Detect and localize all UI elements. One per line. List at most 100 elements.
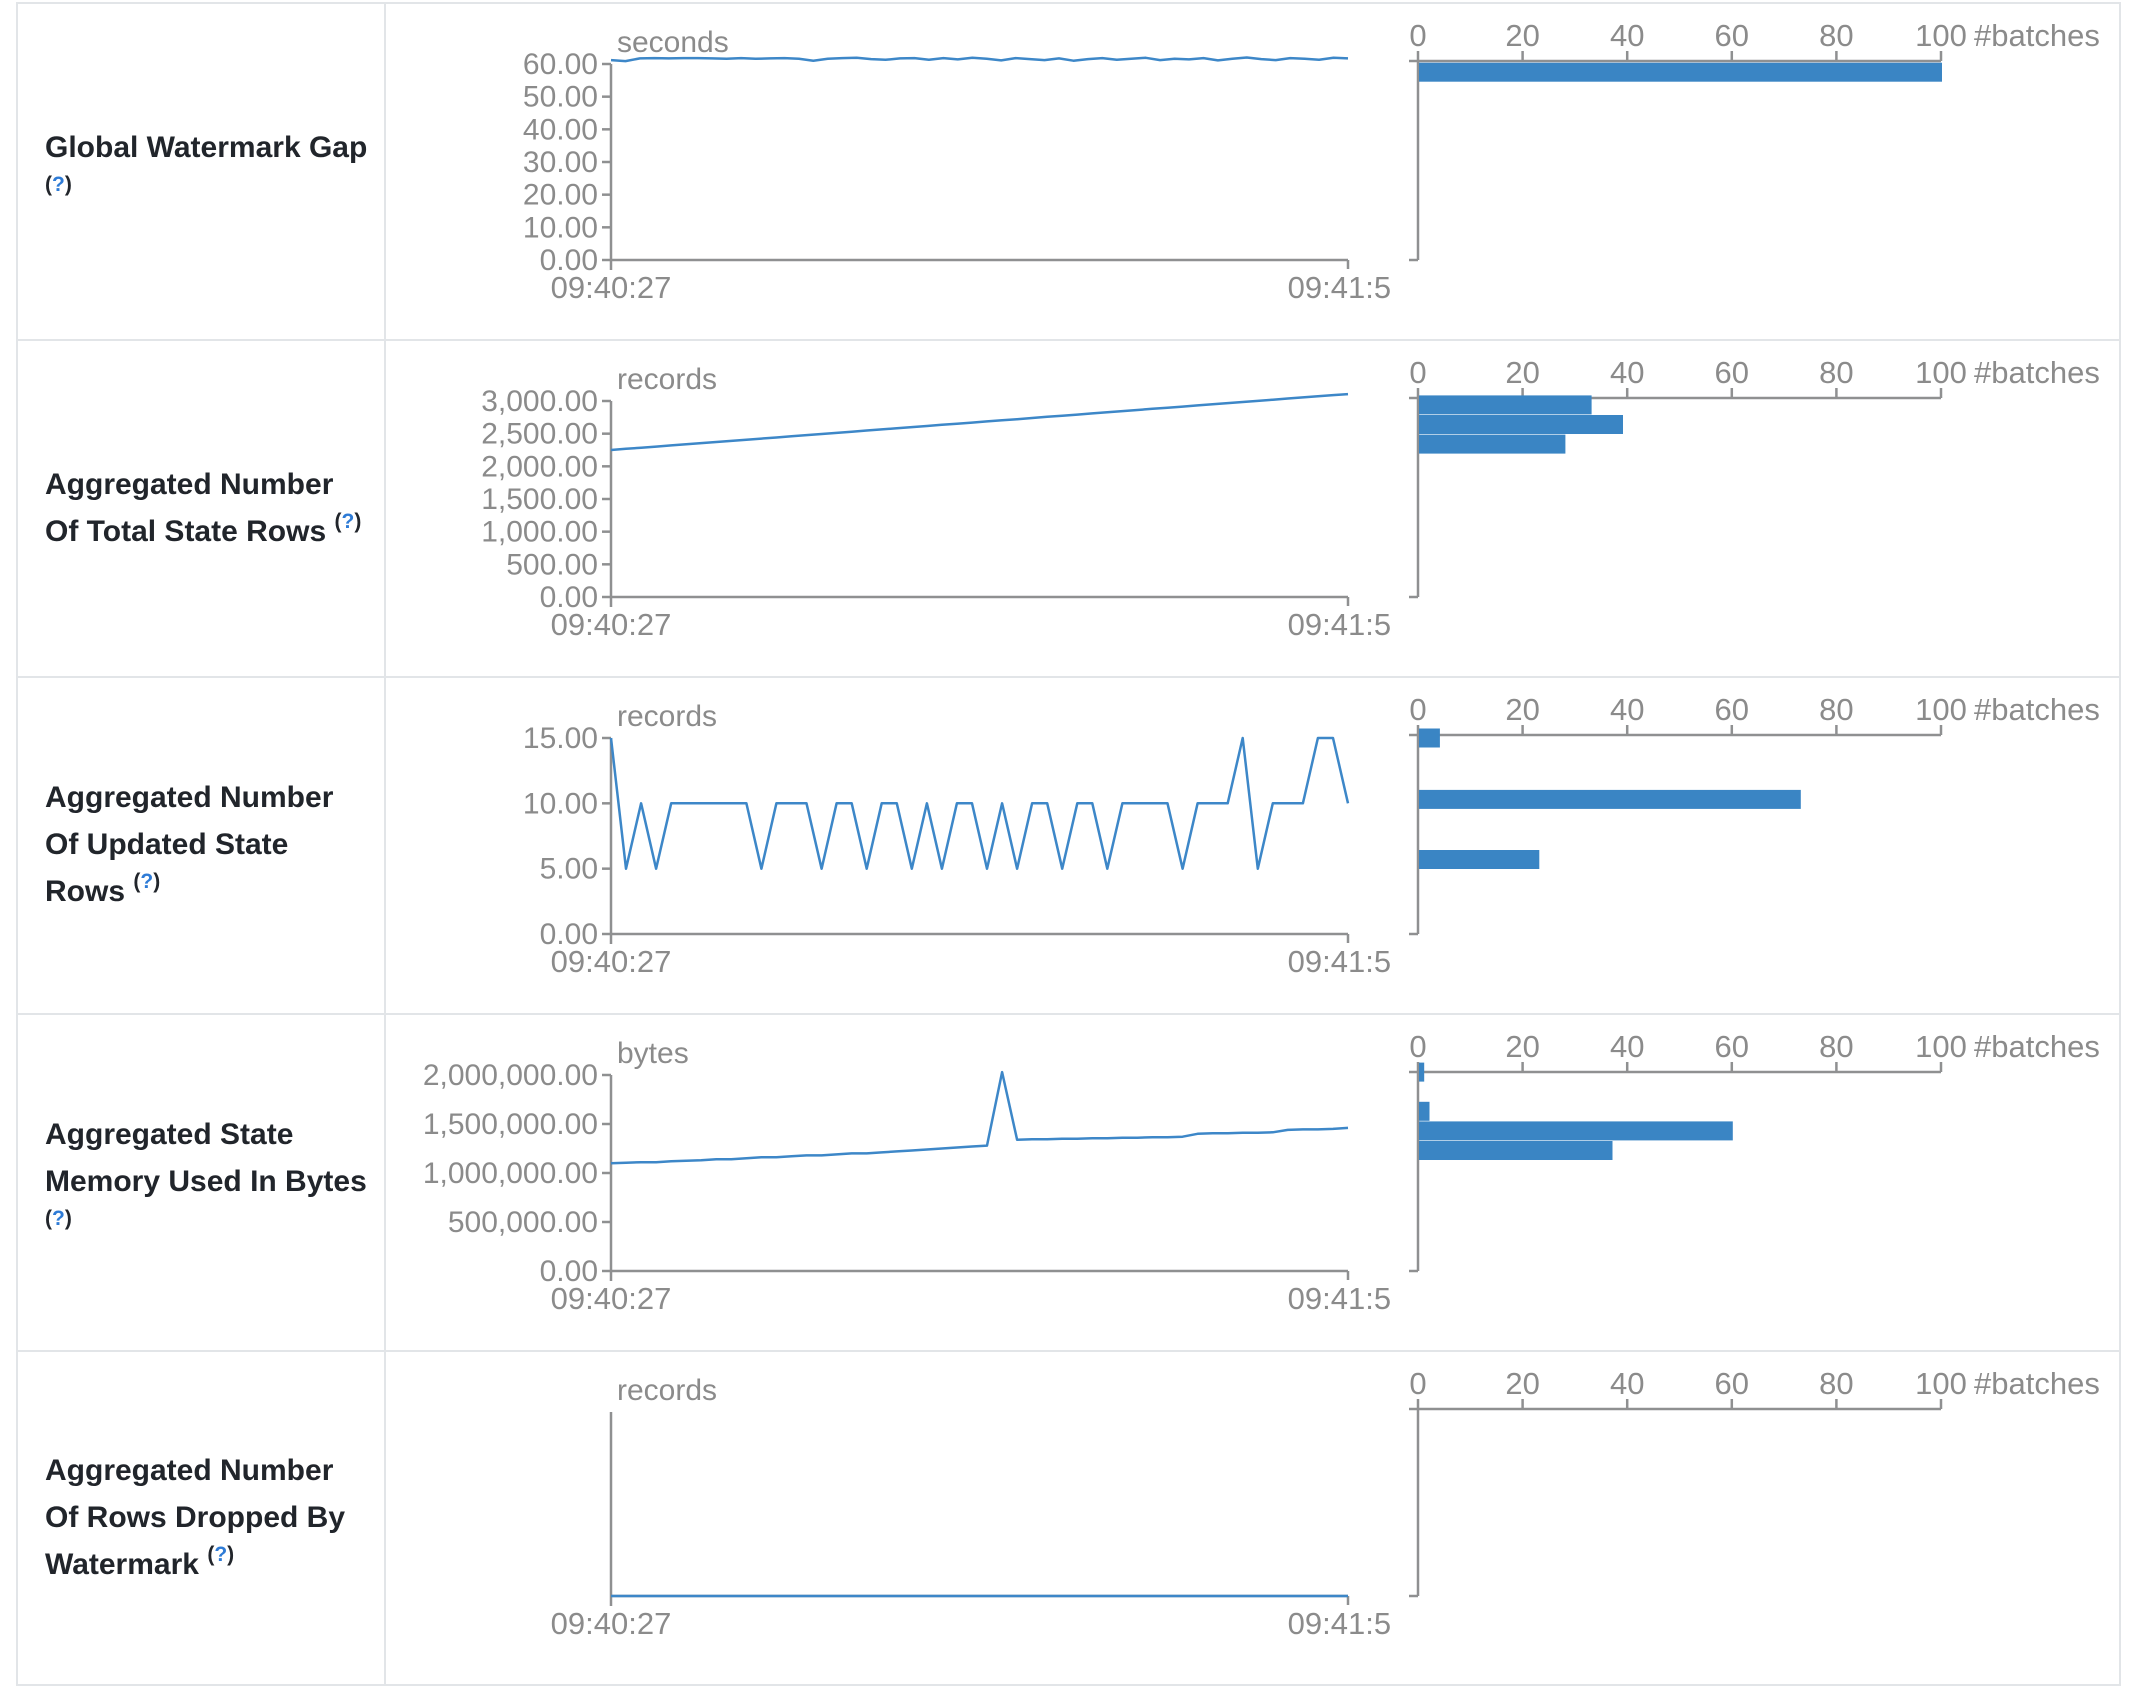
y-tick-label: 30.00 bbox=[523, 146, 598, 179]
hist-x-tick-label: 80 bbox=[1819, 355, 1853, 390]
histogram-chart: 0 20 40 60 80 100 #batches bbox=[1409, 692, 2100, 936]
histogram-bar bbox=[1419, 850, 1540, 869]
metric-row: Aggregated State Memory Used In Bytes (?… bbox=[0, 1013, 2132, 1350]
hist-x-tick-label: 100 bbox=[1915, 692, 1967, 727]
histogram-bar bbox=[1419, 395, 1592, 415]
y-tick-label: 40.00 bbox=[523, 113, 598, 146]
timeline-chart: records 09:40:27 09:41:56 bbox=[551, 1374, 1390, 1641]
row-divider bbox=[16, 676, 2121, 678]
histogram-bar bbox=[1419, 728, 1440, 748]
help-indicator: (?) bbox=[45, 1207, 72, 1230]
row-divider bbox=[16, 339, 2121, 341]
timeline-chart: bytes 2,000,000.00 1,500,000.00 1,000,000.0… bbox=[423, 1037, 1390, 1316]
x-end-label: 09:41:56 bbox=[1288, 944, 1390, 979]
x-end-label: 09:41:56 bbox=[1288, 1281, 1390, 1316]
help-indicator: (?) bbox=[207, 1542, 235, 1566]
y-tick-label: 0.00 bbox=[540, 244, 598, 277]
y-tick-label: 2,000.00 bbox=[481, 450, 598, 483]
y-tick-label: 3,000.00 bbox=[481, 385, 598, 418]
hist-x-tick-label: 60 bbox=[1715, 1366, 1749, 1401]
table-border-right bbox=[2119, 2, 2121, 1686]
hist-x-tick-label: 0 bbox=[1409, 692, 1426, 727]
histogram-chart: 0 20 40 60 80 100 #batches bbox=[1409, 355, 2100, 599]
help-tooltip-link[interactable]: ? bbox=[52, 1207, 65, 1230]
histogram-chart: 0 20 40 60 80 100 #batches bbox=[1409, 18, 2100, 262]
help-indicator: (?) bbox=[45, 172, 72, 196]
y-tick-label: 500,000.00 bbox=[448, 1206, 598, 1239]
unit-label: bytes bbox=[617, 1037, 689, 1070]
batches-axis-label: #batches bbox=[1974, 18, 2100, 53]
y-tick-label: 60.00 bbox=[523, 48, 598, 81]
unit-label: records bbox=[617, 700, 717, 733]
metric-name-label: Aggregated State Memory Used In Bytes (?… bbox=[45, 1111, 370, 1252]
metric-row: Global Watermark Gap (?) seconds 60.00 50.… bbox=[0, 2, 2132, 339]
row-divider bbox=[16, 1350, 2121, 1352]
histogram-bar bbox=[1419, 62, 1942, 82]
metric-label-cell: Aggregated Number Of Rows Dropped By Wat… bbox=[18, 1350, 384, 1684]
y-tick-label: 1,500,000.00 bbox=[423, 1108, 598, 1141]
hist-x-tick-label: 100 bbox=[1915, 18, 1967, 53]
timeline-line bbox=[609, 736, 1350, 870]
metric-label-cell: Aggregated State Memory Used In Bytes (?… bbox=[18, 1013, 384, 1350]
metric-name-label: Aggregated Number Of Rows Dropped By Wat… bbox=[45, 1447, 370, 1588]
metric-name: Aggregated State Memory Used In Bytes bbox=[45, 1118, 367, 1198]
x-end-label: 09:41:56 bbox=[1288, 270, 1390, 305]
x-start-label: 09:40:27 bbox=[551, 270, 672, 305]
metric-name-label: Global Watermark Gap (?) bbox=[45, 124, 370, 218]
hist-x-tick-label: 80 bbox=[1819, 1366, 1853, 1401]
table-border-bottom bbox=[16, 1684, 2121, 1686]
unit-label: records bbox=[617, 1374, 717, 1407]
hist-x-tick-label: 20 bbox=[1505, 692, 1539, 727]
histogram-bar bbox=[1419, 789, 1801, 809]
batches-axis-label: #batches bbox=[1974, 355, 2100, 390]
batches-axis-label: #batches bbox=[1974, 692, 2100, 727]
hist-x-tick-label: 60 bbox=[1715, 1029, 1749, 1064]
unit-label: seconds bbox=[617, 26, 729, 59]
help-tooltip-link[interactable]: ? bbox=[140, 870, 154, 893]
hist-x-tick-label: 60 bbox=[1715, 18, 1749, 53]
row-divider bbox=[16, 1013, 2121, 1015]
y-tick-label: 15.00 bbox=[523, 722, 598, 755]
hist-x-tick-label: 0 bbox=[1409, 355, 1426, 390]
hist-x-tick-label: 40 bbox=[1610, 1029, 1644, 1064]
help-tooltip-link[interactable]: ? bbox=[341, 509, 355, 533]
hist-x-tick-label: 20 bbox=[1505, 355, 1539, 390]
hist-x-tick-label: 40 bbox=[1610, 355, 1644, 390]
timeline-line bbox=[610, 56, 1349, 63]
help-tooltip-link[interactable]: ? bbox=[214, 1542, 228, 1566]
metric-row: Aggregated Number Of Updated State Rows … bbox=[0, 676, 2132, 1013]
y-tick-label: 0.00 bbox=[540, 918, 598, 951]
y-tick-label: 10.00 bbox=[523, 787, 598, 820]
hist-x-tick-label: 80 bbox=[1819, 18, 1853, 53]
x-start-label: 09:40:27 bbox=[551, 944, 672, 979]
hist-x-tick-label: 20 bbox=[1505, 1366, 1539, 1401]
hist-x-tick-label: 40 bbox=[1610, 18, 1644, 53]
help-indicator: (?) bbox=[334, 509, 362, 533]
unit-label: records bbox=[617, 363, 717, 396]
y-tick-label: 1,000.00 bbox=[481, 516, 598, 549]
table-border-top bbox=[16, 2, 2121, 4]
metric-name: Aggregated Number Of Rows Dropped By Wat… bbox=[45, 1453, 346, 1581]
help-tooltip-link[interactable]: ? bbox=[52, 172, 65, 196]
hist-x-tick-label: 100 bbox=[1915, 1029, 1967, 1064]
histogram-chart: 0 20 40 60 80 100 #batches bbox=[1409, 1029, 2100, 1273]
metric-name-label: Aggregated Number Of Total State Rows (?… bbox=[45, 461, 370, 555]
metric-row: Aggregated Number Of Rows Dropped By Wat… bbox=[0, 1350, 2132, 1684]
x-end-label: 09:41:56 bbox=[1288, 607, 1390, 642]
x-end-label: 09:41:56 bbox=[1288, 1606, 1390, 1641]
batches-axis-label: #batches bbox=[1974, 1029, 2100, 1064]
help-indicator: (?) bbox=[133, 870, 161, 893]
batches-axis-label: #batches bbox=[1974, 1366, 2100, 1401]
metric-name: Global Watermark Gap bbox=[45, 130, 368, 164]
metric-name: Aggregated Number Of Total State Rows bbox=[45, 467, 334, 548]
x-start-label: 09:40:27 bbox=[551, 607, 672, 642]
histogram-chart: 0 20 40 60 80 100 #batches bbox=[1409, 1366, 2100, 1598]
x-start-label: 09:40:27 bbox=[551, 1606, 672, 1641]
hist-x-tick-label: 0 bbox=[1409, 1029, 1426, 1064]
hist-x-tick-label: 100 bbox=[1915, 1366, 1967, 1401]
metric-label-cell: Aggregated Number Of Updated State Rows … bbox=[18, 676, 384, 1013]
histogram-bar bbox=[1419, 1062, 1425, 1082]
y-tick-label: 10.00 bbox=[523, 211, 598, 244]
hist-x-tick-label: 20 bbox=[1505, 18, 1539, 53]
metric-name-label: Aggregated Number Of Updated State Rows … bbox=[45, 774, 370, 915]
